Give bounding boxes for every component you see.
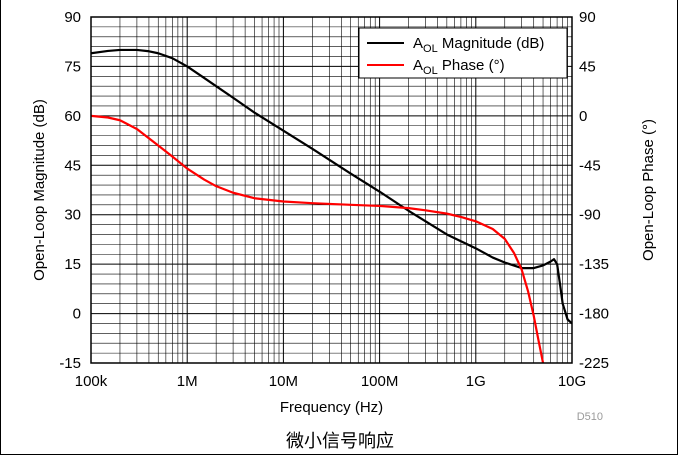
x-tick-label: 10M <box>269 373 298 390</box>
y-tick-label-right: -90 <box>579 207 601 224</box>
legend-label-phase-sub: OL <box>423 65 438 77</box>
y-tick-label-left: 45 <box>64 157 81 174</box>
figure-code: D510 <box>577 411 603 423</box>
y-tick-label-right: -225 <box>579 355 609 372</box>
grid <box>91 17 572 363</box>
y-tick-label-left: 90 <box>64 9 81 26</box>
y-tick-label-right: -135 <box>579 256 609 273</box>
series-line-magnitude <box>91 48 572 325</box>
legend-label-phase-rest: Phase (°) <box>438 57 505 74</box>
legend-label-phase-base: A <box>413 57 423 74</box>
legend-box <box>358 27 568 79</box>
y-tick-label-left: 15 <box>64 256 81 273</box>
y-tick-label-left: 60 <box>64 108 81 125</box>
x-tick-label: 1M <box>177 373 198 390</box>
x-tick-label: 100k <box>75 373 108 390</box>
y-tick-label-right: -45 <box>579 157 601 174</box>
x-tick-label: 1G <box>466 373 486 390</box>
y-tick-label-left: -15 <box>59 355 81 372</box>
legend-label-magnitude-base: A <box>413 35 423 52</box>
y-tick-label-right: 90 <box>579 9 596 26</box>
x-tick-label: 100M <box>361 373 399 390</box>
y-axis-title-left: Open-Loop Magnitude (dB) <box>31 99 48 281</box>
legend-label-magnitude: AOL Magnitude (dB) <box>413 35 544 55</box>
legend: AOL Magnitude (dB) AOL Phase (°) <box>358 27 568 79</box>
y-tick-label-left: 75 <box>64 58 81 75</box>
legend-label-phase: AOL Phase (°) <box>413 57 505 77</box>
figure-caption: 微小信号响应 <box>286 431 394 452</box>
x-axis-title: Frequency (Hz) <box>280 399 383 416</box>
x-tick-label: 10G <box>558 373 586 390</box>
series-line-phase <box>91 114 545 363</box>
series-layer <box>91 48 572 363</box>
legend-label-magnitude-sub: OL <box>423 43 438 55</box>
y-tick-label-right: -180 <box>579 306 609 323</box>
plot-border <box>90 16 573 364</box>
y-axis-title-right: Open-Loop Phase (°) <box>640 119 657 261</box>
y-tick-label-left: 30 <box>64 207 81 224</box>
y-tick-label-left: 0 <box>73 306 81 323</box>
y-tick-label-right: 45 <box>579 58 596 75</box>
tick-labels: 100k 1M 10M 100M 1G 10G -15 0 15 30 45 60 75 90 -225 -1… <box>59 9 609 390</box>
y-tick-label-right: 0 <box>579 108 587 125</box>
legend-label-magnitude-rest: Magnitude (dB) <box>438 35 545 52</box>
